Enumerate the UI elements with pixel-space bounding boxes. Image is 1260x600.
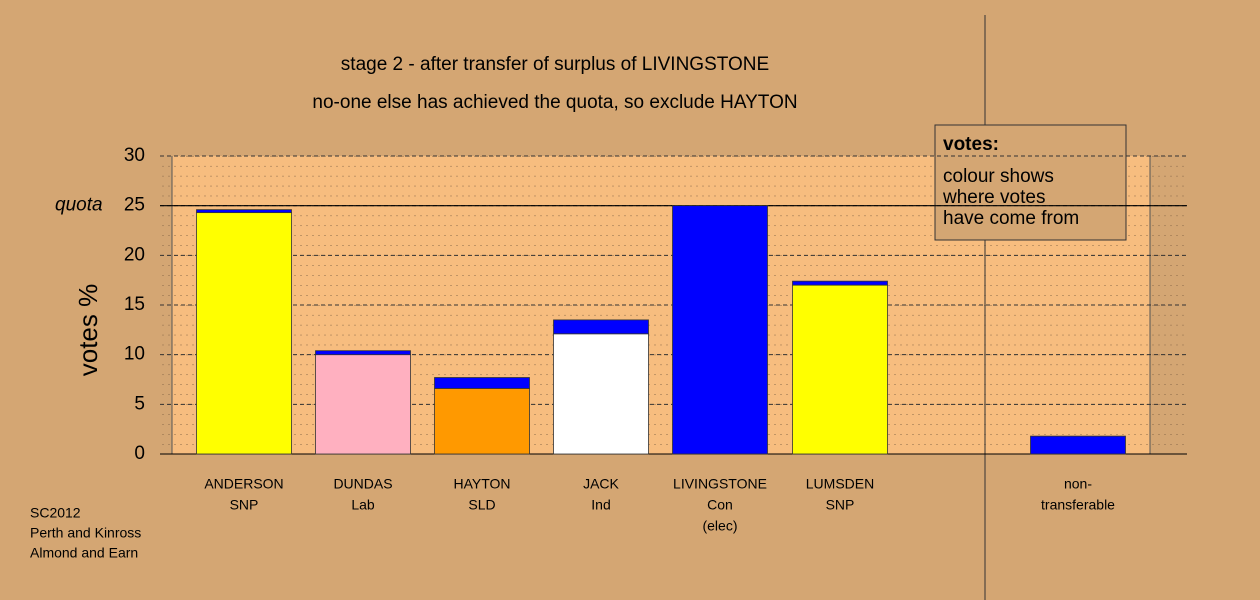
y-tick-label: 15 <box>124 294 145 315</box>
bar-segment <box>792 280 888 286</box>
x-tick-label: SLD <box>468 497 495 513</box>
legend-line: colour shows <box>943 166 1054 187</box>
footnote: Perth and Kinross <box>30 525 141 541</box>
y-tick-label: 25 <box>124 195 145 216</box>
x-tick-label: transferable <box>1041 497 1115 513</box>
x-tick-label: ANDERSON <box>204 476 283 492</box>
y-axis-label: votes % <box>73 284 103 377</box>
legend: votes: <box>934 124 1127 241</box>
x-tick-label: (elec) <box>702 518 737 534</box>
x-tick-label: SNP <box>826 497 855 513</box>
bar-segment <box>672 205 768 455</box>
legend-line: have come from <box>943 208 1079 229</box>
quota-label: quota <box>55 195 103 216</box>
footnote: Almond and Earn <box>30 545 138 561</box>
x-tick-label: Lab <box>351 497 375 513</box>
bar-segment <box>553 319 649 335</box>
bar-segment <box>315 354 411 455</box>
legend-box <box>934 124 1127 241</box>
bar-segment <box>792 284 888 455</box>
x-tick-label: LUMSDEN <box>806 476 874 492</box>
bar-segment <box>1030 435 1126 455</box>
y-tick-label: 30 <box>124 145 145 166</box>
x-tick-label: LIVINGSTONE <box>673 476 767 492</box>
y-tick-label: 20 <box>124 244 145 265</box>
title: stage 2 - after transfer of surplus of L… <box>341 54 769 75</box>
bar-segment <box>196 209 292 214</box>
bar-segment <box>553 333 649 455</box>
footnote: SC2012 <box>30 505 81 521</box>
x-tick-label: SNP <box>230 497 259 513</box>
bar-segment <box>434 388 530 455</box>
subtitle: no-one else has achieved the quota, so e… <box>312 92 797 113</box>
y-tick-label: 5 <box>134 393 145 414</box>
x-tick-label: HAYTON <box>453 476 510 492</box>
x-tick-label: DUNDAS <box>333 476 392 492</box>
x-tick-label: non- <box>1064 476 1092 492</box>
bar-segment <box>315 350 411 356</box>
bar-segment <box>196 212 292 455</box>
legend-title: votes: <box>943 134 999 155</box>
x-tick-label: JACK <box>583 476 619 492</box>
x-tick-label: Ind <box>591 497 610 513</box>
x-tick-label: Con <box>707 497 733 513</box>
legend-line: where votes <box>942 187 1045 208</box>
y-tick-label: 0 <box>134 443 145 464</box>
bar-segment <box>434 377 530 389</box>
y-tick-label: 10 <box>124 344 145 365</box>
